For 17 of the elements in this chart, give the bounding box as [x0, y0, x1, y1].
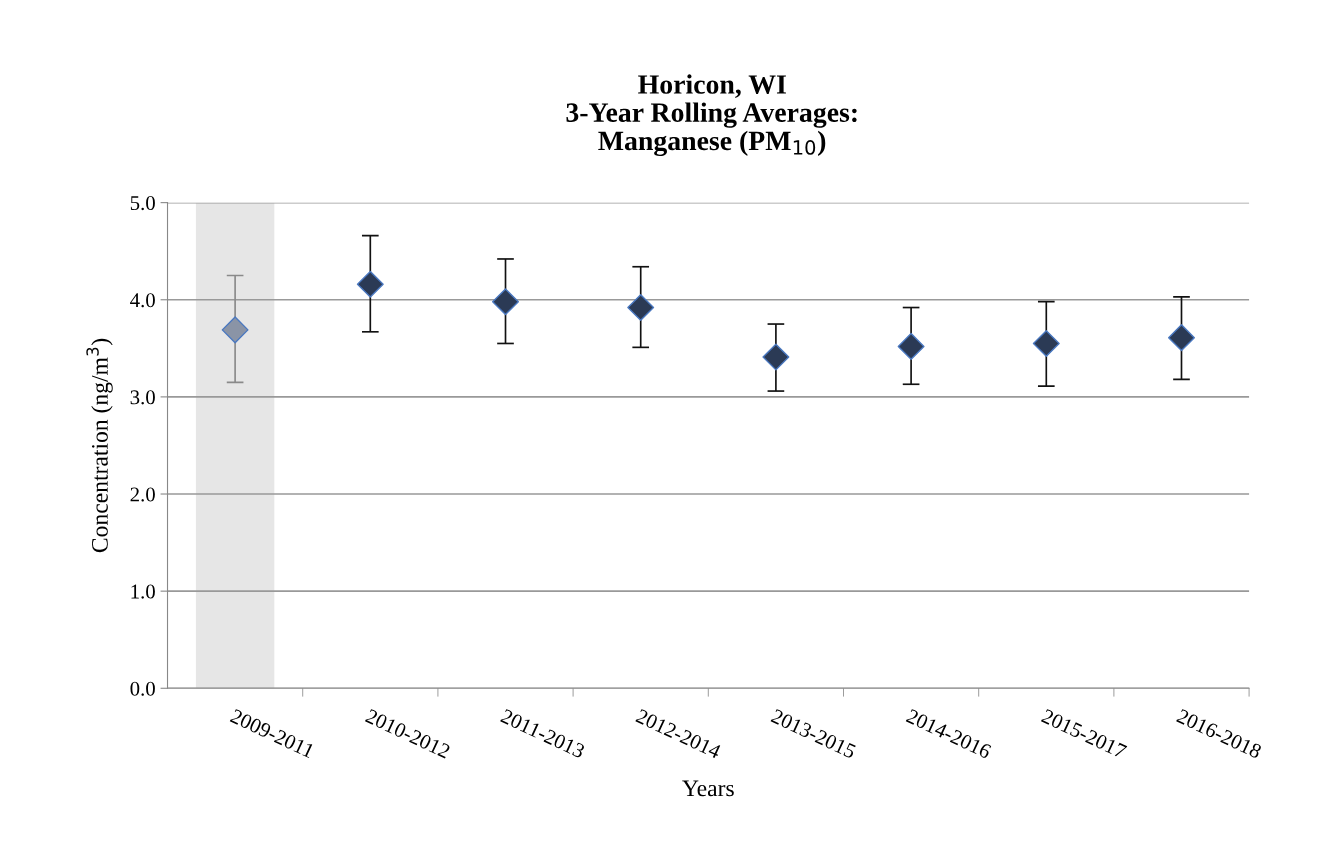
y-tick-label: 5.0: [130, 196, 155, 211]
y-tick-label: 1.0: [131, 584, 155, 599]
point: [221, 316, 249, 344]
point: [762, 343, 790, 371]
chart-title: Horicon, WI 3-Year Rolling Averages: Manganese (PM$_{10}$): [566, 74, 857, 157]
y-axis-title: Concentration (ng/m$^{3}$): [86, 338, 113, 553]
point: [356, 270, 384, 298]
y-tick-label: 2.0: [130, 487, 155, 502]
y-tick-label: 3.0: [130, 390, 155, 405]
point: [897, 332, 925, 360]
y-tick-label: 4.0: [130, 293, 155, 308]
point: [627, 294, 655, 322]
point: [1032, 329, 1060, 357]
point: [492, 288, 520, 316]
x-axis-title: Years: [682, 780, 734, 797]
y-tick-label: 0.0: [130, 681, 155, 696]
point: [1167, 324, 1195, 352]
